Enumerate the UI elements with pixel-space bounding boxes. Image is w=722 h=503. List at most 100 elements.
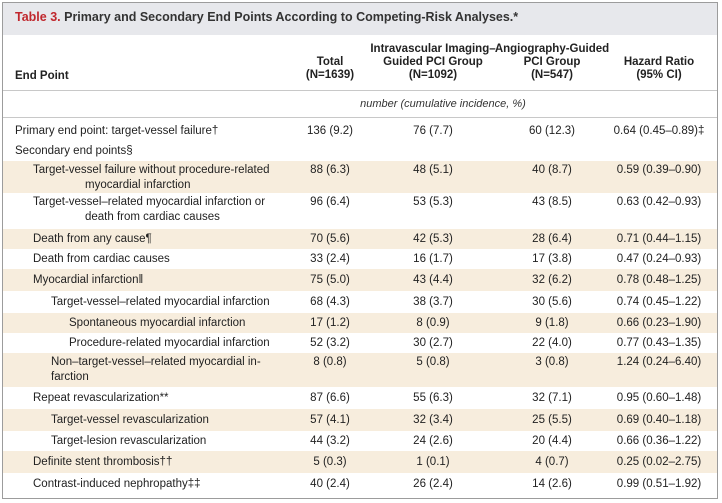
cell-total: 96 (6.4) — [310, 196, 350, 208]
cell-ivi: 38 (3.7) — [413, 296, 453, 308]
row-label-line1: Definite stent thrombosis†† — [33, 456, 173, 468]
row-label-line1: Target-lesion revascularization — [51, 435, 207, 447]
row-label: Target-vessel–related myocardial infarct… — [33, 195, 265, 224]
cell-hr: 0.77 (0.43–1.35) — [616, 337, 702, 349]
table-row: Target-vessel–related myocardial infarct… — [3, 193, 717, 229]
cell-hr: 0.66 (0.23–1.90) — [616, 317, 702, 329]
row-label-line1: Myocardial infarction‖ — [33, 274, 144, 286]
row-label: Target-vessel revascularization — [51, 413, 209, 428]
cell-ivi: 42 (5.3) — [413, 233, 453, 245]
header-angio-line3: (N=547) — [531, 69, 573, 81]
cell-angio: 4 (0.7) — [535, 456, 569, 468]
header-imaging-line2: Guided PCI Group — [383, 56, 483, 68]
table-row: Spontaneous myocardial infarction 17 (1.2… — [3, 313, 717, 333]
header-total: Total (N=1639) — [285, 56, 375, 82]
row-label: Target-lesion revascularization — [51, 434, 206, 449]
row-label-line1: Target-vessel failure without procedure-… — [33, 164, 270, 176]
table-row: Target-vessel–related myocardial infarct… — [3, 291, 717, 313]
row-label-line1: Primary end point: target-vessel failure… — [15, 125, 219, 137]
cell-ivi: 24 (2.6) — [413, 435, 453, 447]
row-label: Procedure-related myocardial infarction — [69, 336, 270, 351]
cell-angio: 30 (5.6) — [532, 296, 572, 308]
row-label: Death from any cause¶ — [33, 232, 152, 247]
table-row: Contrast-induced nephropathy‡‡ 40 (2.4) 26… — [3, 473, 717, 495]
unit-rule — [3, 117, 717, 118]
cell-total: 87 (6.6) — [310, 392, 350, 404]
cell-ivi: 48 (5.1) — [413, 164, 453, 176]
cell-total: 17 (1.2) — [310, 317, 350, 329]
table-title-bar: Table 3. Primary and Secondary End Point… — [3, 3, 717, 35]
header-angio-line1: Angiography-Guided — [494, 43, 610, 55]
cell-hr: 0.99 (0.51–1.92) — [616, 478, 702, 490]
cell-ivi: 43 (4.4) — [413, 274, 453, 286]
cell-ivi: 16 (1.7) — [413, 253, 453, 265]
header-angio-line2: PCI Group — [523, 56, 581, 68]
table-row: Myocardial infarction‖ 75 (5.0) 43 (4.4) 32… — [3, 269, 717, 291]
header-angiography-group: Angiography-Guided PCI Group (N=547) — [487, 43, 617, 82]
cell-ivi: 76 (7.7) — [413, 125, 453, 137]
cell-ivi: 1 (0.1) — [416, 456, 450, 468]
cell-angio: 32 (7.1) — [532, 392, 572, 404]
row-label-line2: death from cardiac causes — [85, 210, 220, 223]
table-row: Target-vessel failure without procedure-… — [3, 161, 717, 193]
table-row: Repeat revascularization** 87 (6.6) 55 (6.… — [3, 387, 717, 409]
cell-angio: 40 (8.7) — [532, 164, 572, 176]
cell-hr: 0.47 (0.24–0.93) — [616, 253, 702, 265]
header-hr-line1: Hazard Ratio — [623, 56, 695, 68]
cell-ivi: 55 (6.3) — [413, 392, 453, 404]
table-number: Table 3. — [15, 10, 61, 24]
cell-hr: 0.78 (0.48–1.25) — [616, 274, 702, 286]
cell-hr: 1.24 (0.24–6.40) — [616, 356, 702, 368]
cell-hr: 0.64 (0.45–0.89)‡ — [613, 125, 705, 137]
cell-total: 5 (0.3) — [313, 456, 347, 468]
header-imaging-line3: (N=1092) — [408, 69, 458, 81]
cell-angio: 20 (4.4) — [532, 435, 572, 447]
cell-ivi: 8 (0.9) — [416, 317, 450, 329]
cell-hr: 0.66 (0.36–1.22) — [616, 435, 702, 447]
table-frame: Table 3. Primary and Secondary End Point… — [2, 2, 718, 499]
header-rule — [3, 90, 717, 91]
cell-ivi: 32 (3.4) — [413, 414, 453, 426]
row-label: Non–target-vessel–related myocardial in-… — [51, 355, 261, 384]
cell-angio: 22 (4.0) — [532, 337, 572, 349]
row-label: Repeat revascularization** — [33, 391, 169, 406]
cell-angio: 3 (0.8) — [535, 356, 569, 368]
row-label: Primary end point: target-vessel failure… — [15, 124, 218, 139]
table-row: Procedure-related myocardial infarction 5… — [3, 333, 717, 353]
table-row: Death from cardiac causes 33 (2.4) 16 (1.7… — [3, 249, 717, 269]
row-label-line1: Procedure-related myocardial infarction — [69, 337, 270, 349]
row-label: Death from cardiac causes — [33, 252, 170, 267]
table-title-text: Primary and Secondary End Points Accordi… — [64, 10, 519, 24]
cell-total: 44 (3.2) — [310, 435, 350, 447]
cell-hr: 0.63 (0.42–0.93) — [616, 196, 702, 208]
row-label-line1: Death from cardiac causes — [33, 253, 170, 265]
cell-hr: 0.95 (0.60–1.48) — [616, 392, 702, 404]
row-label-line1: Target-vessel–related myocardial infarct… — [33, 196, 266, 208]
cell-angio: 28 (6.4) — [532, 233, 572, 245]
unit-note: number (cumulative incidence, %) — [360, 98, 526, 110]
row-label: Secondary end points§ — [15, 144, 133, 159]
cell-total: 52 (3.2) — [310, 337, 350, 349]
cell-total: 136 (9.2) — [306, 125, 354, 137]
cell-hr: 0.59 (0.39–0.90) — [616, 164, 702, 176]
header-imaging-line1: Intravascular Imaging– — [370, 43, 496, 55]
row-label-line1: Repeat revascularization** — [33, 392, 169, 404]
cell-angio: 60 (12.3) — [528, 125, 576, 137]
cell-total: 40 (2.4) — [310, 478, 350, 490]
table-row: Target-lesion revascularization 44 (3.2) 2… — [3, 431, 717, 451]
table-row: Death from any cause¶ 70 (5.6) 42 (5.3) 28 … — [3, 229, 717, 249]
row-label: Myocardial infarction‖ — [33, 273, 143, 288]
cell-angio: 14 (2.6) — [532, 478, 572, 490]
table-row: Primary end point: target-vessel failure… — [3, 121, 717, 141]
row-label-line1: Target-vessel–related myocardial infarct… — [51, 296, 270, 308]
cell-hr: 0.71 (0.44–1.15) — [616, 233, 702, 245]
row-label-line1: Spontaneous myocardial infarction — [69, 317, 246, 329]
header-total-line1: Total — [316, 56, 344, 68]
cell-angio: 17 (3.8) — [532, 253, 572, 265]
row-label: Definite stent thrombosis†† — [33, 455, 172, 470]
cell-total: 57 (4.1) — [310, 414, 350, 426]
table-row: Definite stent thrombosis†† 5 (0.3) 1 (0.1… — [3, 451, 717, 473]
header-total-line2: (N=1639) — [305, 69, 355, 81]
cell-ivi: 5 (0.8) — [416, 356, 450, 368]
header-end-point: End Point — [15, 70, 69, 82]
